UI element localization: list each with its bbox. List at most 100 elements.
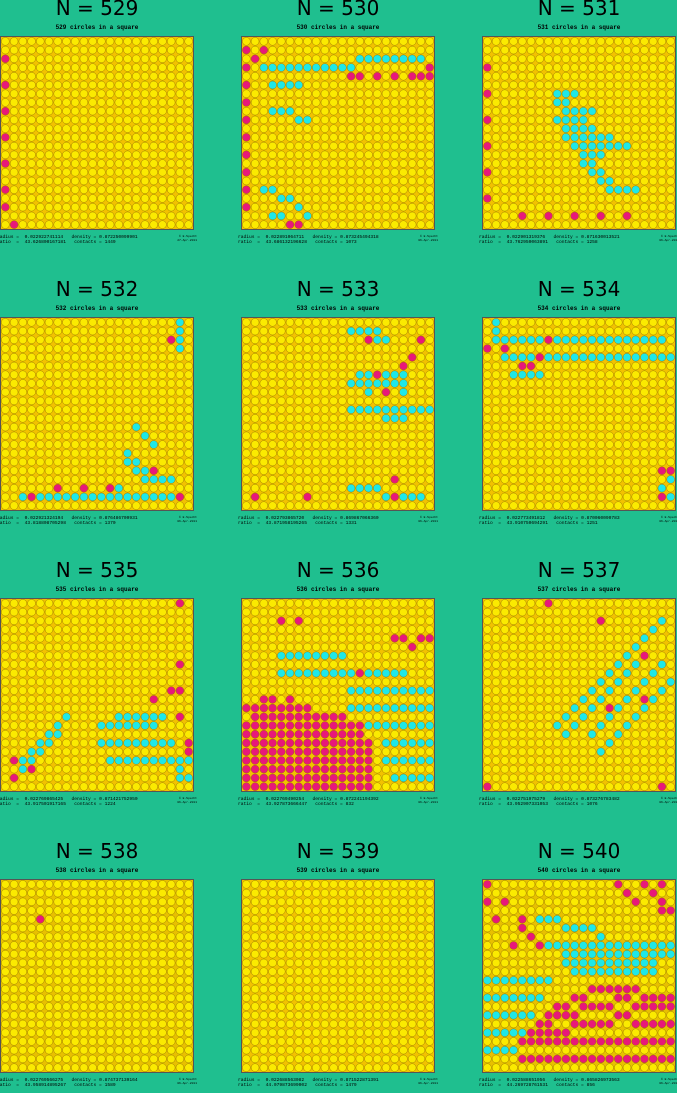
circle-mark — [491, 414, 501, 423]
circle-mark — [329, 440, 338, 449]
circle-mark — [373, 634, 382, 643]
circle-mark — [303, 370, 312, 379]
circle-mark — [355, 721, 364, 730]
circle-mark — [390, 457, 399, 467]
circle-mark — [27, 747, 36, 756]
circle-mark — [649, 141, 658, 151]
circle-mark — [640, 318, 649, 327]
circle-mark — [579, 344, 588, 353]
circle-mark — [62, 185, 71, 194]
circle-mark — [294, 897, 303, 906]
circle-mark — [535, 370, 544, 379]
circle-mark — [79, 915, 89, 924]
circle-mark — [518, 747, 527, 756]
circle-mark — [184, 388, 193, 397]
circle-mark — [526, 185, 536, 194]
circle-mark — [97, 993, 106, 1002]
circle-mark — [285, 686, 295, 695]
circle-mark — [242, 150, 251, 159]
circle-mark — [346, 651, 356, 660]
circle-mark — [268, 616, 277, 625]
circle-mark — [140, 950, 150, 959]
circle-mark — [390, 414, 399, 423]
circle-mark — [390, 501, 399, 510]
circle-mark — [44, 89, 54, 98]
circle-mark — [561, 782, 571, 791]
circle-mark — [416, 194, 426, 203]
circle-mark — [259, 220, 268, 229]
circle-mark — [268, 730, 277, 739]
circle-mark — [483, 150, 492, 159]
circle-mark — [242, 712, 251, 721]
circle-mark — [259, 765, 268, 774]
circle-mark — [416, 211, 426, 221]
circle-mark — [9, 185, 19, 194]
circle-mark — [570, 721, 579, 730]
circle-mark — [416, 98, 426, 107]
circle-mark — [71, 353, 80, 362]
circle-mark — [175, 353, 185, 362]
stats-line-2: ratio = 43.762950063891 contacts = 1258 — [479, 240, 598, 245]
circle-mark — [483, 431, 492, 440]
circle-mark — [500, 677, 509, 687]
circle-mark — [9, 379, 19, 388]
circle-mark — [184, 669, 193, 678]
circle-mark — [561, 765, 571, 774]
circle-mark — [518, 431, 527, 440]
circle-mark — [132, 1063, 141, 1072]
circle-mark — [123, 211, 132, 221]
circle-mark — [27, 599, 36, 608]
circle-mark — [631, 45, 640, 55]
circle-mark — [105, 501, 115, 510]
circle-mark — [175, 176, 185, 186]
circle-mark — [587, 220, 597, 229]
circle-mark — [259, 712, 268, 721]
circle-mark — [561, 98, 571, 107]
circle-mark — [9, 475, 19, 484]
circle-mark — [184, 634, 193, 643]
circle-mark — [132, 897, 141, 906]
circle-mark — [303, 72, 312, 81]
circle-mark — [622, 344, 632, 353]
circle-mark — [88, 915, 97, 924]
circle-mark — [553, 449, 562, 458]
circle-mark — [320, 484, 330, 493]
circle-mark — [491, 466, 501, 475]
circle-mark — [36, 782, 45, 791]
circle-mark — [320, 203, 330, 212]
circle-mark — [483, 747, 492, 756]
circle-mark — [561, 344, 571, 353]
circle-mark — [491, 203, 501, 212]
circle-mark — [570, 54, 579, 63]
circle-mark — [579, 492, 588, 502]
circle-mark — [425, 203, 434, 212]
circle-mark — [158, 475, 167, 484]
circle-mark — [114, 115, 123, 125]
circle-mark — [657, 773, 667, 783]
circle-mark — [114, 370, 123, 379]
circle-mark — [408, 107, 417, 116]
circle-mark — [175, 115, 185, 125]
circle-mark — [44, 379, 54, 388]
circle-mark — [88, 941, 97, 950]
circle-mark — [259, 599, 268, 608]
circle-mark — [97, 906, 106, 915]
circle-mark — [9, 607, 19, 617]
circle-mark — [425, 37, 434, 46]
circle-mark — [303, 782, 312, 791]
circle-mark — [105, 950, 115, 959]
circle-mark — [579, 466, 588, 475]
circle-mark — [79, 185, 89, 194]
circle-mark — [622, 353, 632, 362]
circle-mark — [158, 80, 167, 90]
circle-mark — [88, 396, 97, 406]
circle-mark — [500, 361, 509, 371]
circle-mark — [399, 124, 408, 133]
circle-mark — [27, 414, 36, 423]
circle-mark — [140, 37, 150, 46]
circle-mark — [381, 501, 391, 510]
author-stamp: © E.Specht 06-Apr-2011 — [418, 516, 438, 523]
circle-mark — [97, 388, 106, 397]
circle-mark — [338, 168, 347, 177]
circle-mark — [167, 941, 176, 950]
